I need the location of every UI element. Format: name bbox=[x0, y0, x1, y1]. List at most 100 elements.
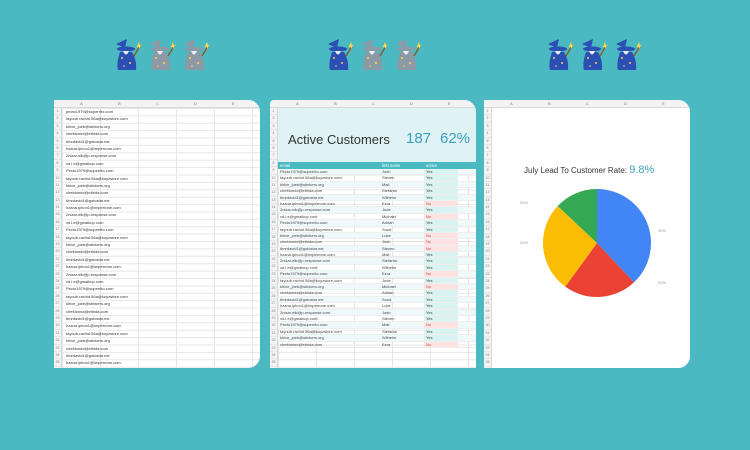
column-label: D bbox=[194, 101, 197, 106]
email-cell: khive_joeb@stinkers.org bbox=[280, 232, 324, 238]
column-label: C bbox=[372, 101, 375, 106]
active-cell: Yes bbox=[424, 175, 458, 181]
first-name-cell: Jode bbox=[382, 207, 391, 213]
first-name-cell: Wilhelm bbox=[382, 335, 397, 341]
active-cell: Yes bbox=[424, 315, 458, 322]
active-cell: Yes bbox=[424, 290, 458, 296]
row-number: 5 bbox=[484, 138, 491, 145]
row-number: 24 bbox=[54, 278, 61, 286]
row-number: 13 bbox=[54, 197, 61, 205]
row-number: 6 bbox=[270, 145, 277, 153]
wizard-icon bbox=[396, 39, 422, 70]
active-cell: No bbox=[424, 271, 458, 277]
row-numbers: 1 2 3 4 5 6 7 8 9 10 11 12 13 14 15 16 17 18 19 20 21 22 23 24 2… bbox=[54, 108, 62, 368]
column-label: E bbox=[232, 101, 235, 106]
row-number: 22 bbox=[484, 263, 491, 271]
row-number: 25 bbox=[54, 285, 61, 293]
wizard-icon bbox=[582, 39, 608, 70]
email-cell: Pecto1979@superrito.com bbox=[280, 322, 328, 328]
email-cell: 2nlzar-elk@p-response.com bbox=[280, 207, 331, 213]
pie-slice bbox=[543, 206, 597, 287]
wizard-icon bbox=[616, 39, 642, 70]
row-number: 26 bbox=[484, 293, 491, 301]
row-number: 12 bbox=[270, 189, 277, 197]
email-cell: khive_joeb@stinkers.org bbox=[66, 182, 110, 188]
row-number: 21 bbox=[54, 256, 61, 264]
active-cell: Yes bbox=[424, 258, 458, 264]
table-row: 2nlzar-elk@p-response.com Josh Yes bbox=[278, 309, 476, 316]
email-cell: xd.i.e@gmaikup.com bbox=[66, 278, 104, 284]
row-numbers: 1 2 3 4 5 6 7 8 9 10 11 12 13 14 15 16 17 18 19 20 21 22 23 24 2… bbox=[484, 108, 492, 368]
row-number: 28 bbox=[54, 308, 61, 315]
row-number: 12 bbox=[54, 189, 61, 197]
row-number: 17 bbox=[270, 226, 277, 234]
column-label: D bbox=[624, 101, 627, 106]
email-cell: chefdomid@ethida.com bbox=[66, 249, 109, 255]
active-customers-count: 187 bbox=[406, 130, 432, 147]
email-cell: chefdomid@ethida.com bbox=[66, 345, 109, 351]
email-cell: Pecto1979@superrito.com bbox=[280, 220, 328, 226]
row-number: 23 bbox=[270, 271, 277, 278]
email-cell: 2nlzar-elk@p-response.com bbox=[280, 309, 331, 315]
email-cell: chefdomid@ethida.com bbox=[66, 190, 109, 196]
table-row: 2nlzar-elk@p-response.com Stefania Yes bbox=[278, 258, 476, 265]
row-number: 19 bbox=[270, 241, 277, 249]
row-number: 5 bbox=[270, 138, 277, 145]
email-cell: hzana.iphon1@imperrone.com bbox=[280, 252, 335, 258]
table-row: chefdomid@ethida.com Josh No bbox=[278, 239, 476, 246]
email-cell: hzana.iphon1@imperrone.com bbox=[66, 323, 121, 329]
email-cell: xd.i.e@gmaikup.com bbox=[66, 219, 104, 225]
row-number: 18 bbox=[484, 234, 491, 242]
row-number: 2 bbox=[484, 115, 491, 123]
email-cell: tayoub.rachid.56a@kuyzstore.com bbox=[66, 116, 128, 122]
pie-slice bbox=[565, 243, 634, 297]
row-number: 15 bbox=[484, 211, 491, 219]
table-row: khive_joeb@stinkers.org Mali Yes bbox=[278, 181, 476, 189]
column-label: A bbox=[510, 101, 513, 106]
active-cell: Yes bbox=[424, 181, 458, 188]
row-number: 2 bbox=[54, 115, 61, 123]
row-number: 30 bbox=[54, 322, 61, 330]
active-cell: Yes bbox=[424, 252, 458, 258]
first-name-cell: Steven bbox=[382, 175, 395, 181]
row-number: 21 bbox=[484, 256, 491, 264]
row-number: 19 bbox=[54, 241, 61, 249]
row-number: 21 bbox=[270, 256, 277, 264]
first-name-cell: Stefania bbox=[382, 188, 397, 194]
row-number: 9 bbox=[270, 167, 277, 175]
row-number: 25 bbox=[484, 285, 491, 293]
row-number: 3 bbox=[484, 123, 491, 131]
wizard-icon bbox=[184, 39, 210, 70]
row-number: 8 bbox=[54, 160, 61, 168]
active-customers-percent: 62% bbox=[440, 130, 471, 147]
row-number: 15 bbox=[54, 211, 61, 219]
first-name-cell: Ezra bbox=[382, 341, 391, 347]
wizard-icon bbox=[150, 39, 176, 70]
row-number: 7 bbox=[270, 152, 277, 160]
row-number: 22 bbox=[270, 263, 277, 271]
email-cell: tayoub.rachid.56a@kuyzstore.com bbox=[66, 330, 128, 336]
email-cell: 6mrdavid1@gotostar.me bbox=[66, 256, 110, 262]
first-name-cell: Steven bbox=[382, 245, 395, 251]
row-number: 7 bbox=[484, 152, 491, 160]
email-cell: hzana.iphon1@imperrone.com bbox=[280, 200, 335, 206]
row-number: 5 bbox=[54, 138, 61, 145]
email-cell: khive_joeb@stinkers.org bbox=[66, 123, 110, 129]
row-number: 20 bbox=[484, 248, 491, 256]
email-cell: 6mrdavid1@gotostar.me bbox=[66, 138, 110, 144]
email-cell: Pecto1979@superrito.com bbox=[280, 271, 328, 277]
email-cell: tayoub.rachid.56a@kuyzstore.com bbox=[66, 293, 128, 299]
table-row: Pecto1979@superrito.com Josh Yes bbox=[278, 169, 476, 176]
row-number: 8 bbox=[270, 160, 277, 168]
email-cell: tayoub.rachid.56a@kuyzstore.com bbox=[66, 234, 128, 240]
first-name-cell: Josh bbox=[382, 239, 391, 245]
row-number: 23 bbox=[54, 271, 61, 278]
active-cell: No bbox=[424, 200, 458, 207]
email-list: pecto1979@superrito.com tayoub.rachid.56a… bbox=[66, 108, 260, 367]
row-number: 31 bbox=[270, 330, 277, 338]
email-cell: khive_joeb@stinkers.org bbox=[280, 284, 324, 290]
row-number: 28 bbox=[484, 308, 491, 315]
row-number: 29 bbox=[270, 315, 277, 323]
